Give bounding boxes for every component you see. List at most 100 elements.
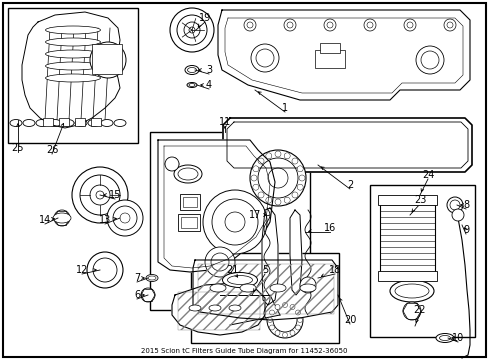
Bar	[191, 253, 338, 343]
Circle shape	[210, 253, 228, 271]
Text: 14: 14	[39, 215, 51, 225]
Circle shape	[446, 197, 462, 213]
Circle shape	[246, 22, 252, 28]
Circle shape	[295, 325, 300, 330]
Circle shape	[324, 19, 335, 31]
Text: 16: 16	[323, 223, 335, 233]
Circle shape	[299, 277, 315, 293]
Text: 23: 23	[413, 195, 426, 205]
Circle shape	[269, 310, 274, 315]
Circle shape	[252, 184, 258, 190]
Circle shape	[113, 206, 137, 230]
Circle shape	[269, 325, 274, 330]
Ellipse shape	[23, 120, 35, 126]
Circle shape	[286, 22, 292, 28]
Circle shape	[203, 190, 266, 254]
Ellipse shape	[45, 74, 101, 82]
Text: 12: 12	[76, 265, 88, 275]
Circle shape	[183, 22, 200, 38]
Circle shape	[87, 252, 123, 288]
Ellipse shape	[189, 84, 195, 86]
Ellipse shape	[299, 284, 315, 292]
Polygon shape	[193, 260, 337, 320]
Circle shape	[141, 288, 155, 302]
Bar	[150, 132, 309, 310]
Text: 26: 26	[46, 145, 58, 155]
Circle shape	[244, 19, 256, 31]
Text: 21: 21	[225, 265, 238, 275]
Circle shape	[250, 44, 279, 72]
Text: 2: 2	[346, 180, 352, 190]
Text: 4: 4	[205, 80, 212, 90]
Text: 9: 9	[462, 225, 468, 235]
Bar	[183, 197, 197, 207]
Circle shape	[90, 42, 126, 78]
Circle shape	[266, 302, 303, 338]
Bar	[377, 271, 436, 281]
Text: 3: 3	[205, 65, 212, 75]
Circle shape	[284, 153, 289, 159]
Circle shape	[212, 199, 258, 245]
Circle shape	[265, 197, 271, 203]
Ellipse shape	[208, 305, 221, 311]
Text: 22: 22	[413, 305, 426, 315]
Bar	[43, 118, 53, 126]
Circle shape	[170, 8, 214, 52]
Circle shape	[274, 305, 280, 310]
Text: 11: 11	[219, 117, 231, 127]
Circle shape	[297, 318, 302, 323]
Text: 5: 5	[262, 265, 267, 275]
Circle shape	[289, 305, 294, 310]
Ellipse shape	[189, 305, 201, 311]
Polygon shape	[289, 210, 302, 295]
Circle shape	[265, 153, 271, 159]
Ellipse shape	[184, 66, 199, 75]
Ellipse shape	[49, 120, 61, 126]
Ellipse shape	[186, 82, 197, 87]
Text: 1: 1	[282, 103, 287, 113]
Bar	[319, 43, 339, 53]
Circle shape	[54, 210, 70, 226]
Ellipse shape	[45, 38, 101, 46]
Bar	[8, 8, 138, 143]
Circle shape	[282, 333, 287, 338]
Circle shape	[403, 19, 415, 31]
Circle shape	[96, 48, 120, 72]
Ellipse shape	[10, 120, 22, 126]
Circle shape	[267, 318, 272, 323]
Polygon shape	[262, 208, 278, 305]
Circle shape	[363, 19, 375, 31]
Circle shape	[295, 310, 300, 315]
Circle shape	[297, 166, 303, 172]
Circle shape	[164, 157, 179, 171]
Ellipse shape	[53, 213, 71, 223]
Text: 17: 17	[248, 210, 261, 220]
Bar	[369, 185, 474, 337]
Ellipse shape	[389, 280, 433, 302]
Ellipse shape	[45, 26, 101, 34]
Ellipse shape	[62, 120, 74, 126]
Circle shape	[258, 158, 264, 164]
Text: 7: 7	[134, 273, 140, 283]
Ellipse shape	[174, 165, 202, 183]
Polygon shape	[158, 140, 274, 272]
Circle shape	[402, 302, 420, 320]
Circle shape	[102, 54, 114, 66]
Bar	[377, 195, 436, 205]
Bar	[75, 118, 85, 126]
Circle shape	[204, 247, 235, 277]
Bar	[59, 118, 69, 126]
Ellipse shape	[227, 275, 252, 284]
Ellipse shape	[101, 120, 113, 126]
Ellipse shape	[209, 284, 225, 292]
Ellipse shape	[439, 336, 449, 341]
Circle shape	[326, 22, 332, 28]
Circle shape	[420, 51, 438, 69]
Circle shape	[451, 209, 463, 221]
Polygon shape	[22, 12, 120, 128]
Circle shape	[177, 15, 206, 45]
Bar	[178, 292, 260, 330]
Ellipse shape	[75, 120, 87, 126]
Bar	[181, 217, 197, 228]
Circle shape	[284, 197, 289, 203]
